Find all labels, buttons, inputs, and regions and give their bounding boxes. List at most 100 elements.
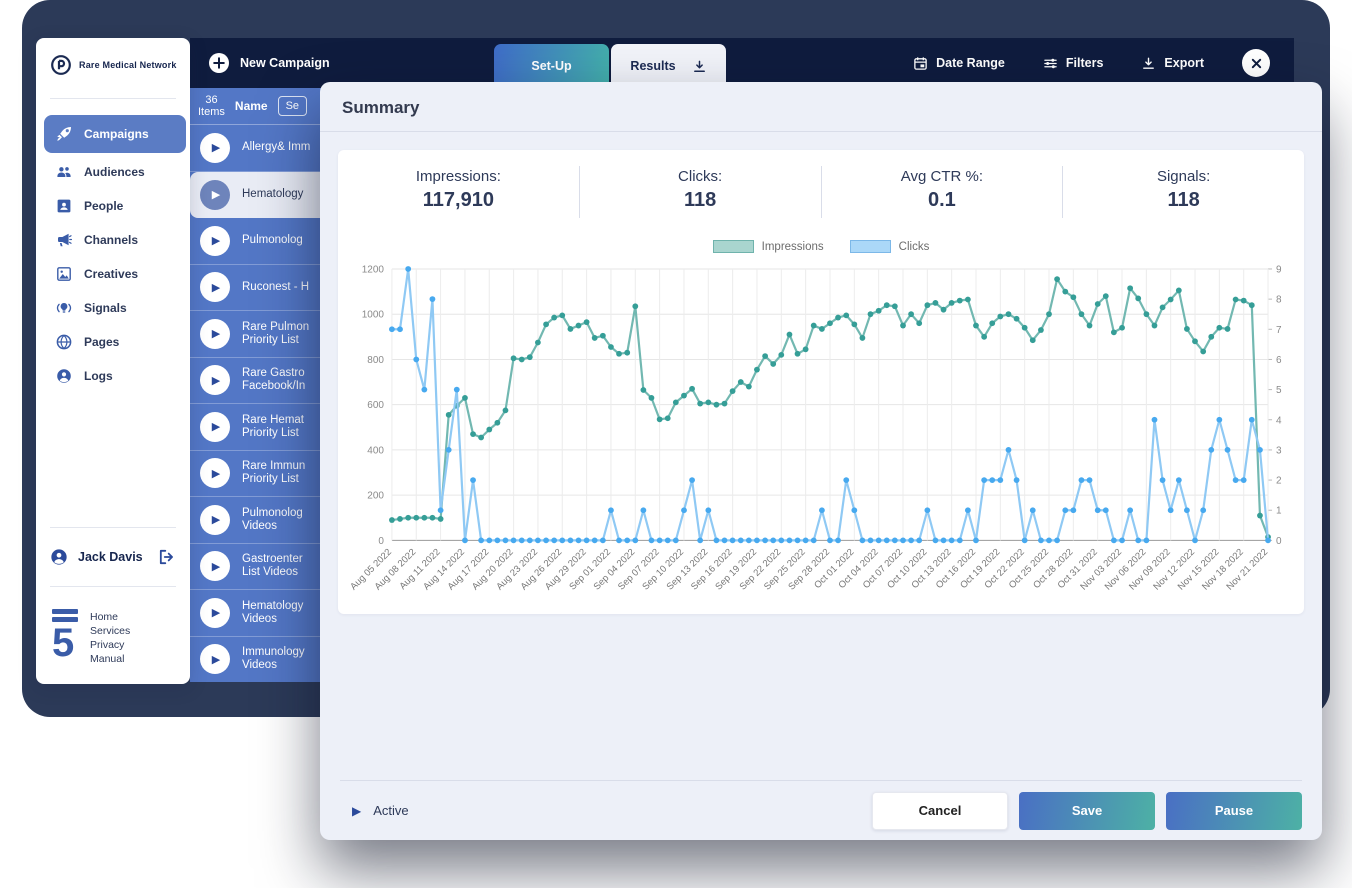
campaign-row[interactable]: ▶ Rare Hemat Priority List	[190, 404, 322, 451]
new-campaign-label: New Campaign	[240, 56, 330, 70]
plus-icon	[209, 53, 229, 73]
tab-bar: Set-Up Results	[494, 44, 726, 88]
campaign-row[interactable]: ▶ Hematology Videos	[190, 590, 322, 637]
stat-impressions: Impressions: 117,910	[338, 166, 579, 218]
campaign-row[interactable]: ▶ Immunology Videos	[190, 637, 322, 683]
play-button[interactable]: ▶	[200, 132, 230, 163]
sidebar-item-label: People	[84, 199, 124, 213]
sidebar-item-audiences[interactable]: Audiences	[36, 155, 190, 189]
sidebar-item-campaigns[interactable]: Campaigns	[44, 115, 186, 153]
save-button[interactable]: Save	[1019, 791, 1155, 830]
status-active: ▶ Active	[352, 803, 409, 818]
svg-text:2: 2	[1276, 476, 1282, 487]
play-button[interactable]: ▶	[200, 272, 230, 303]
footer-link-home[interactable]: Home	[90, 611, 119, 623]
campaign-row[interactable]: ▶ Gastroenter List Videos	[190, 544, 322, 590]
new-campaign-button[interactable]: New Campaign	[208, 52, 330, 74]
name-column-header: Name	[234, 99, 268, 113]
campaign-title: Gastroenter List Videos	[242, 553, 303, 579]
campaign-title: Rare Hemat Priority List	[242, 413, 304, 439]
play-button[interactable]: ▶	[200, 597, 230, 628]
people-group-icon	[56, 164, 72, 180]
campaign-row[interactable]: ▶ Pulmonolog Videos	[190, 497, 322, 544]
image-icon	[56, 266, 72, 282]
campaign-title: Immunology Videos	[242, 646, 305, 672]
close-icon	[1251, 58, 1261, 68]
date-range-button[interactable]: Date Range	[913, 56, 1005, 71]
play-button[interactable]: ▶	[200, 644, 230, 675]
stat-value: 118	[683, 189, 717, 211]
sidebar-item-creatives[interactable]: Creatives	[36, 257, 190, 291]
sidebar-item-label: Creatives	[84, 267, 139, 281]
sidebar-item-label: Campaigns	[84, 127, 149, 141]
legend-item-impressions: Impressions	[712, 240, 824, 253]
signal-bulb-icon	[56, 300, 72, 316]
modal-footer: ▶ Active Cancel Save Pause	[340, 780, 1302, 840]
sidebar-item-label: Signals	[84, 301, 127, 315]
svg-text:8: 8	[1276, 295, 1282, 306]
play-icon: ▶	[352, 803, 362, 818]
filters-label: Filters	[1065, 56, 1104, 70]
campaign-row[interactable]: ▶ Rare Immun Priority List	[190, 451, 322, 497]
play-button[interactable]: ▶	[200, 365, 230, 396]
svg-text:1000: 1000	[362, 310, 385, 321]
svg-text:1: 1	[1276, 506, 1282, 517]
sidebar-item-logs[interactable]: Logs	[36, 359, 190, 393]
download-icon[interactable]	[692, 59, 707, 74]
sidebar-item-people[interactable]: People	[36, 189, 190, 223]
logout-icon[interactable]	[158, 548, 176, 566]
play-button[interactable]: ▶	[200, 551, 230, 582]
filter-sliders-icon	[1044, 58, 1057, 68]
tab-results[interactable]: Results	[611, 44, 726, 88]
close-button[interactable]	[1242, 49, 1270, 77]
play-button[interactable]: ▶	[200, 225, 230, 256]
campaign-row[interactable]: ▶ Rare Gastro Facebook/In	[190, 358, 322, 404]
summary-modal: Summary Impressions: 117,910 Clicks: 118 Avg…	[320, 82, 1322, 840]
top-bar-controls: Date Range Filters Export	[913, 49, 1270, 77]
tab-set-up[interactable]: Set-Up	[494, 44, 609, 88]
footer-link-privacy[interactable]: Privacy	[90, 639, 125, 651]
sidebar: Rare Medical Network Campaigns Audiences P…	[36, 38, 190, 684]
person-circle-icon	[50, 548, 68, 566]
stat-signals: Signals: 118	[1062, 166, 1304, 218]
brand: Rare Medical Network	[36, 38, 190, 90]
campaign-row[interactable]: ▶ Allergy& Imm	[190, 125, 322, 172]
footer-link-services[interactable]: Services	[90, 625, 131, 637]
play-button[interactable]: ▶	[200, 504, 230, 535]
person-circle-icon	[56, 368, 72, 384]
campaign-row[interactable]: ▶ Ruconest - H	[190, 265, 322, 311]
sidebar-item-signals[interactable]: Signals	[36, 291, 190, 325]
user-name: Jack Davis	[78, 550, 143, 564]
campaign-title: Rare Pulmon Priority List	[242, 320, 310, 346]
svg-text:7: 7	[1276, 325, 1282, 336]
brand-name: Rare Medical Network	[79, 60, 177, 70]
campaign-list-header: 36 Items Name Se	[190, 88, 322, 125]
footer-link-manual[interactable]: Manual	[90, 653, 125, 665]
play-button[interactable]: ▶	[200, 179, 230, 210]
pause-button[interactable]: Pause	[1166, 791, 1302, 830]
campaign-row[interactable]: ▶ Hematology	[190, 171, 322, 218]
campaign-title: Rare Immun Priority List	[242, 460, 306, 486]
svg-text:0: 0	[1276, 536, 1282, 547]
sidebar-item-pages[interactable]: Pages	[36, 325, 190, 359]
stats-row: Impressions: 117,910 Clicks: 118 Avg CTR %: 0…	[338, 150, 1304, 226]
play-button[interactable]: ▶	[200, 411, 230, 442]
cancel-button[interactable]: Cancel	[872, 791, 1008, 830]
play-button[interactable]: ▶	[200, 318, 230, 349]
stat-value: 0.1	[927, 189, 956, 211]
stat-label: Impressions:	[415, 168, 501, 185]
sidebar-item-channels[interactable]: Channels	[36, 223, 190, 257]
campaign-title: Hematology Videos	[242, 599, 304, 625]
filters-button[interactable]: Filters	[1043, 56, 1104, 71]
megaphone-icon	[56, 232, 72, 248]
search-button[interactable]: Se	[277, 96, 308, 116]
play-button[interactable]: ▶	[200, 458, 230, 489]
sidebar-nav: Campaigns Audiences People Channels Creative…	[36, 107, 190, 399]
campaign-row[interactable]: ▶ Pulmonolog	[190, 218, 322, 265]
legend-label: Clicks	[898, 240, 930, 253]
campaign-row[interactable]: ▶ Rare Pulmon Priority List	[190, 311, 322, 358]
export-button[interactable]: Export	[1141, 56, 1204, 71]
user-row[interactable]: Jack Davis	[36, 536, 190, 578]
calendar-icon	[914, 56, 927, 70]
